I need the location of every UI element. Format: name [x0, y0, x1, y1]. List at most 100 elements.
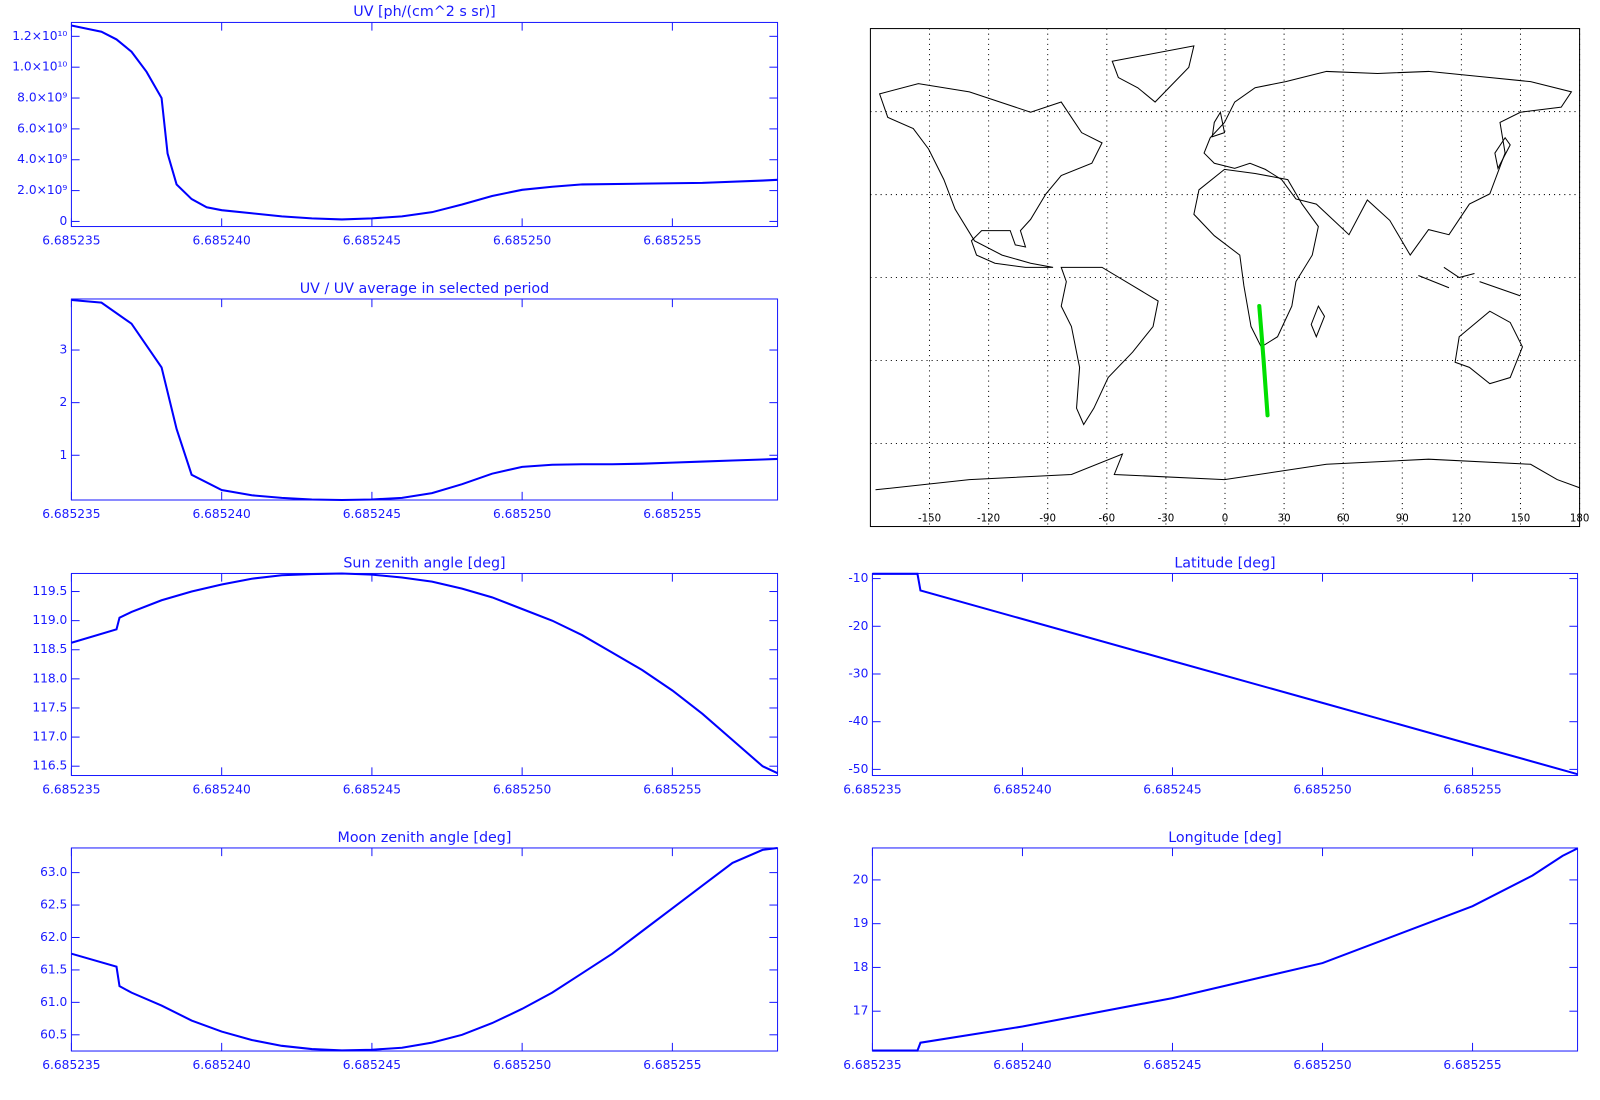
japan — [1494, 136, 1511, 170]
x-tick-label: 6.685240 — [192, 233, 250, 247]
x-tick-label: -90 — [1039, 513, 1056, 524]
y-tick-label: 116.5 — [32, 759, 67, 773]
x-tick-label: 6.685245 — [343, 233, 401, 247]
chart-title: Longitude [deg] — [1168, 830, 1282, 846]
y-tick-label: -50 — [848, 762, 868, 776]
y-tick-label: 20 — [853, 872, 869, 886]
x-tick-label: 6.685235 — [843, 782, 901, 796]
data-line — [71, 299, 778, 502]
y-tick-label: 119.0 — [32, 613, 67, 627]
y-tick-label: -20 — [848, 619, 868, 633]
x-tick-label: 6.685255 — [643, 233, 701, 247]
britain — [1211, 110, 1226, 138]
data-line — [872, 572, 1578, 776]
y-tick-label: -30 — [848, 666, 868, 680]
x-tick-label: 6.685250 — [493, 507, 551, 521]
chart-title: UV [ph/(cm^2 s sr)] — [353, 4, 495, 20]
x-tick-label: 6.685245 — [343, 507, 401, 521]
x-tick-label: 6.685250 — [493, 1058, 551, 1072]
plot-frame — [70, 298, 779, 501]
track — [1257, 304, 1270, 418]
y-tick-label: 1.0×10¹⁰ — [12, 60, 67, 74]
plot-frame — [871, 847, 1579, 1052]
eurasia — [1203, 70, 1573, 257]
x-tick-label: 6.685240 — [192, 1058, 250, 1072]
y-tick-label: 6.0×10⁹ — [17, 121, 67, 135]
y-tick-label: 19 — [853, 916, 869, 930]
y-tick-label: -40 — [848, 714, 868, 728]
y-tick-label: 61.5 — [40, 962, 67, 976]
x-tick-label: 150 — [1511, 513, 1530, 524]
africa — [1193, 168, 1319, 348]
x-tick-label: -150 — [918, 513, 941, 524]
x-tick-label: 6.685240 — [993, 782, 1051, 796]
y-tick-label: 118.0 — [32, 671, 67, 685]
chart-title: Moon zenith angle [deg] — [338, 830, 512, 846]
x-tick-label: 6.685250 — [493, 782, 551, 796]
y-tick-label: 1.2×10¹⁰ — [12, 29, 67, 43]
x-tick-label: 6.685255 — [643, 782, 701, 796]
y-tick-label: 3 — [60, 343, 68, 357]
y-tick-label: 63.0 — [40, 865, 67, 879]
x-tick-label: -60 — [1098, 513, 1115, 524]
x-tick-label: 6.685250 — [1293, 782, 1351, 796]
x-tick-label: 6.685245 — [343, 782, 401, 796]
y-tick-label: 8.0×10⁹ — [17, 91, 67, 105]
x-tick-label: 120 — [1452, 513, 1471, 524]
data-line — [71, 24, 778, 221]
antarctica — [875, 453, 1580, 491]
north-america — [878, 83, 1103, 268]
y-tick-label: 117.5 — [32, 700, 67, 714]
x-tick-label: 6.685250 — [493, 233, 551, 247]
y-tick-label: 18 — [853, 960, 869, 974]
data-line — [71, 572, 778, 775]
plot-frame — [70, 847, 779, 1052]
indonesia — [1418, 266, 1521, 297]
x-tick-label: 6.685255 — [643, 1058, 701, 1072]
data-line — [71, 846, 778, 1052]
y-tick-label: 62.5 — [40, 898, 67, 912]
x-tick-label: -30 — [1158, 513, 1175, 524]
x-tick-label: 6.685235 — [42, 782, 100, 796]
x-tick-label: 6.685255 — [1443, 1058, 1501, 1072]
australia — [1454, 310, 1524, 385]
y-tick-label: 2.0×10⁹ — [17, 183, 67, 197]
x-tick-label: 90 — [1396, 513, 1409, 524]
x-tick-label: 6.685235 — [42, 507, 100, 521]
x-tick-label: 60 — [1337, 513, 1350, 524]
y-tick-label: 17 — [853, 1004, 869, 1018]
y-tick-label: 118.5 — [32, 642, 67, 656]
x-tick-label: 6.685250 — [1293, 1058, 1351, 1072]
chart-title: Sun zenith angle [deg] — [343, 555, 505, 571]
x-tick-label: 6.685245 — [1143, 1058, 1201, 1072]
x-tick-label: 6.685255 — [1443, 782, 1501, 796]
map-frame — [869, 28, 1581, 528]
x-tick-label: 6.685235 — [843, 1058, 901, 1072]
coastlines — [875, 45, 1580, 491]
plot-frame — [70, 21, 779, 228]
plot-frame — [70, 572, 779, 777]
x-tick-label: 6.685245 — [343, 1058, 401, 1072]
south-america — [1060, 266, 1159, 426]
x-tick-label: 6.685240 — [192, 507, 250, 521]
x-tick-label: 6.685235 — [42, 1058, 100, 1072]
x-tick-label: 6.685255 — [643, 507, 701, 521]
madagascar — [1310, 304, 1326, 339]
chart-title: UV / UV average in selected period — [300, 281, 549, 297]
y-tick-label: -10 — [848, 571, 868, 585]
y-tick-label: 62.0 — [40, 930, 67, 944]
data-line — [872, 847, 1579, 1052]
x-tick-label: 6.685245 — [1143, 782, 1201, 796]
y-tick-label: 4.0×10⁹ — [17, 152, 67, 166]
y-tick-label: 61.0 — [40, 995, 67, 1009]
y-tick-label: 119.5 — [32, 584, 67, 598]
x-tick-label: 6.685240 — [993, 1058, 1051, 1072]
chart-title: Latitude [deg] — [1174, 555, 1275, 571]
x-tick-label: 0 — [1222, 513, 1228, 524]
x-tick-label: 6.685240 — [192, 782, 250, 796]
y-tick-label: 2 — [60, 395, 68, 409]
greenland — [1111, 45, 1195, 103]
x-tick-label: 30 — [1278, 513, 1291, 524]
